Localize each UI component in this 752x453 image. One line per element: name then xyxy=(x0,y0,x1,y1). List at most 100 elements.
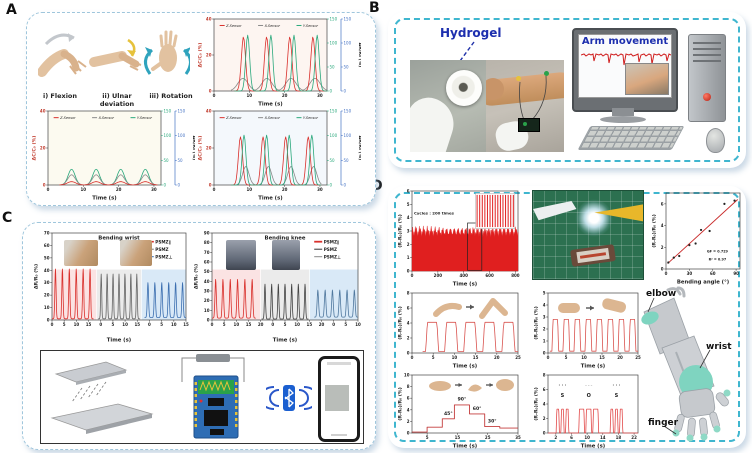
screen-title: Arm movement xyxy=(581,36,669,47)
svg-text:18: 18 xyxy=(616,435,622,440)
svg-text:X-Sensor: X-Sensor xyxy=(264,116,281,120)
svg-text:0: 0 xyxy=(178,183,181,188)
svg-text:2: 2 xyxy=(407,242,410,247)
svg-text:30: 30 xyxy=(204,289,210,294)
svg-text:Time (s): Time (s) xyxy=(581,444,605,450)
svg-text:150: 150 xyxy=(330,17,338,22)
bluetooth-icon xyxy=(266,385,312,411)
svg-text:10: 10 xyxy=(204,308,210,313)
svg-text:0: 0 xyxy=(411,273,414,278)
svg-text:4: 4 xyxy=(407,215,410,220)
svg-text:15: 15 xyxy=(473,355,479,360)
svg-text:20: 20 xyxy=(282,187,288,192)
svg-text:60: 60 xyxy=(44,243,50,248)
svg-text:10: 10 xyxy=(247,93,253,98)
svg-text:20: 20 xyxy=(116,187,122,192)
svg-text:5: 5 xyxy=(112,322,115,327)
svg-text:0: 0 xyxy=(407,269,410,274)
gesture-label-flexion: i) Flexion xyxy=(42,92,78,100)
svg-text:100: 100 xyxy=(330,133,338,138)
svg-text:600: 600 xyxy=(485,273,494,278)
svg-text:Time (s): Time (s) xyxy=(258,102,282,108)
svg-text:100: 100 xyxy=(330,41,338,46)
antenna-trace xyxy=(199,380,231,392)
svg-text:Z-Sensor: Z-Sensor xyxy=(225,116,242,120)
svg-text:(R-R₀)/R₀ (%): (R-R₀)/R₀ (%) xyxy=(652,214,658,248)
screen-arm-photo xyxy=(625,63,669,95)
mouse xyxy=(706,128,725,153)
svg-text:0: 0 xyxy=(148,322,151,327)
wrist-bend-pictogram xyxy=(558,298,627,313)
sensor-dot-green xyxy=(544,71,549,76)
svg-text:4: 4 xyxy=(543,402,546,407)
svg-text:10: 10 xyxy=(81,187,87,192)
wrist-bending-chart: 0 5 10 15 20 25 0 1 2 3 4 5 Time (s) (R-R₀)/R₀ (%) xyxy=(534,291,641,370)
svg-text:400: 400 xyxy=(460,273,469,278)
elbow-label: elbow xyxy=(646,289,677,299)
svg-text:8: 8 xyxy=(407,384,410,389)
svg-text:Time (s): Time (s) xyxy=(581,364,605,370)
svg-text:150: 150 xyxy=(344,17,352,22)
panel-label-c: C xyxy=(2,210,13,226)
svg-text:0: 0 xyxy=(330,89,333,94)
svg-text:Y-Sensor: Y-Sensor xyxy=(303,116,318,120)
svg-text:5: 5 xyxy=(432,355,435,360)
svg-text:ΔR/R₀ (%): ΔR/R₀ (%) xyxy=(194,264,200,289)
svg-text:5: 5 xyxy=(407,202,410,207)
svg-text:0: 0 xyxy=(47,318,50,323)
hand-gesture-pictograms xyxy=(38,30,190,77)
svg-text:0: 0 xyxy=(344,89,347,94)
svg-text:30°: 30° xyxy=(488,419,497,425)
svg-text:Time (s): Time (s) xyxy=(92,196,116,202)
computer-monitor: Arm movement xyxy=(572,28,678,112)
svg-text:20: 20 xyxy=(204,298,210,303)
svg-text:6: 6 xyxy=(407,396,410,401)
svg-text:10: 10 xyxy=(247,187,253,192)
svg-text:2: 2 xyxy=(407,419,410,424)
svg-text:0: 0 xyxy=(211,322,214,327)
sensor-pcb xyxy=(518,118,540,132)
smartphone xyxy=(318,356,360,442)
monitor-stand xyxy=(612,108,634,116)
svg-text:(R-R₀)/R₀ (%): (R-R₀)/R₀ (%) xyxy=(534,306,540,340)
svg-text:4: 4 xyxy=(543,303,546,308)
signal-trace xyxy=(581,53,671,66)
svg-text:3: 3 xyxy=(407,229,410,234)
fist xyxy=(486,78,504,100)
svg-text:10: 10 xyxy=(74,322,80,327)
svg-text:15: 15 xyxy=(86,322,92,327)
svg-text:Bending angle (°): Bending angle (°) xyxy=(677,280,729,286)
svg-text:100: 100 xyxy=(344,41,352,46)
svg-text:20: 20 xyxy=(206,53,212,58)
svg-text:60: 60 xyxy=(710,271,716,276)
svg-text:• • •: • • • xyxy=(558,384,566,388)
svg-text:10: 10 xyxy=(122,322,128,327)
knee-photo-2 xyxy=(272,240,300,270)
svg-text:PSMZ: PSMZ xyxy=(155,247,168,252)
svg-text:0: 0 xyxy=(547,355,550,360)
svg-text:15: 15 xyxy=(455,435,461,440)
svg-text:1: 1 xyxy=(543,339,546,344)
svg-text:20: 20 xyxy=(319,322,325,327)
svg-text:25: 25 xyxy=(515,355,521,360)
svg-text:10: 10 xyxy=(584,435,590,440)
sensor-wires xyxy=(519,75,547,121)
gesture-labels: i) Flexion ii) Ulnar deviation iii) Rota… xyxy=(34,92,194,108)
hydrogel-label: Hydrogel xyxy=(440,26,502,40)
panel-a-chart-flexion: 0 10 20 30 0 20 40 0 50 100 150 0 50 100 150 ΔR/R₀ (%) T… xyxy=(198,17,362,108)
led-glow xyxy=(575,199,613,237)
fingers xyxy=(674,392,729,438)
svg-text:150: 150 xyxy=(164,109,172,114)
svg-text:6: 6 xyxy=(543,387,546,392)
svg-text:0: 0 xyxy=(47,187,50,192)
svg-text:S: S xyxy=(615,393,619,399)
svg-text:Time (s): Time (s) xyxy=(453,444,477,450)
rotation-palm xyxy=(159,44,177,72)
svg-text:40: 40 xyxy=(206,17,212,22)
svg-text:30: 30 xyxy=(317,187,323,192)
monitor-screen: Arm movement xyxy=(578,34,672,98)
svg-text:X-Sensor: X-Sensor xyxy=(98,116,115,120)
bending-wrist-chart: 0 5 10 15 0 5 10 15 0 5 10 15 0 10 20 30 40 50 60 70 Time (s… xyxy=(34,231,189,344)
panel-label-d: D xyxy=(371,178,383,194)
svg-text:800: 800 xyxy=(511,273,520,278)
